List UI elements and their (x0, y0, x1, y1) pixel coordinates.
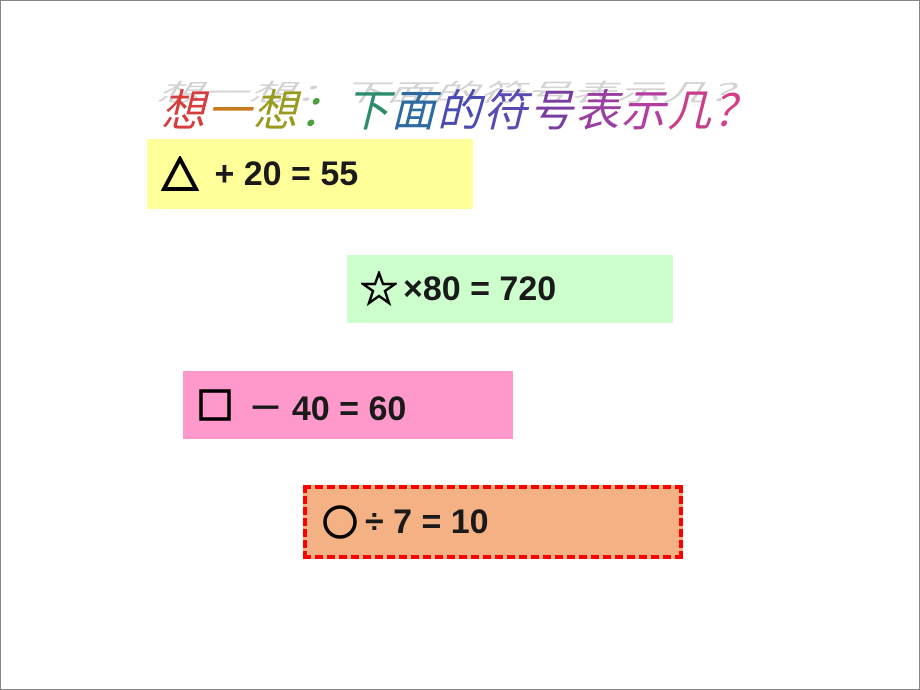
triangle-icon (161, 156, 199, 192)
square-icon (197, 387, 233, 423)
equation-box-circle: ÷ 7 = 10 (303, 485, 683, 559)
title-char: 一 (207, 87, 253, 136)
equation-box-triangle: + 20 = 55 (147, 139, 473, 209)
title-char: 表 (575, 87, 621, 136)
equation-text: － 40 = 60 (239, 381, 406, 430)
title-main: 想一想：下面的符号表示几？ (1, 75, 919, 139)
title-char: 几 (667, 87, 713, 136)
title-char: 想 (253, 87, 299, 136)
title-char: ？ (713, 87, 759, 136)
title-char: 号 (529, 87, 575, 136)
circle-icon (321, 503, 359, 541)
title-char: 的 (437, 87, 483, 136)
equation-box-square: － 40 = 60 (183, 371, 513, 439)
title-char: 想 (161, 87, 207, 136)
equation-text: ÷ 7 = 10 (365, 503, 489, 542)
equation-text: ×80 = 720 (403, 270, 556, 309)
title-char: 面 (391, 87, 437, 136)
title-char: 示 (621, 87, 667, 136)
title-char: 符 (483, 87, 529, 136)
equation-text: + 20 = 55 (205, 155, 358, 194)
equation-box-star: ×80 = 720 (347, 255, 673, 323)
star-icon (361, 271, 397, 307)
title-block: 想一想：下面的符号表示几？ 想一想：下面的符号表示几？ (1, 29, 919, 157)
title-char: ： (299, 87, 345, 136)
title-char: 下 (345, 87, 391, 136)
